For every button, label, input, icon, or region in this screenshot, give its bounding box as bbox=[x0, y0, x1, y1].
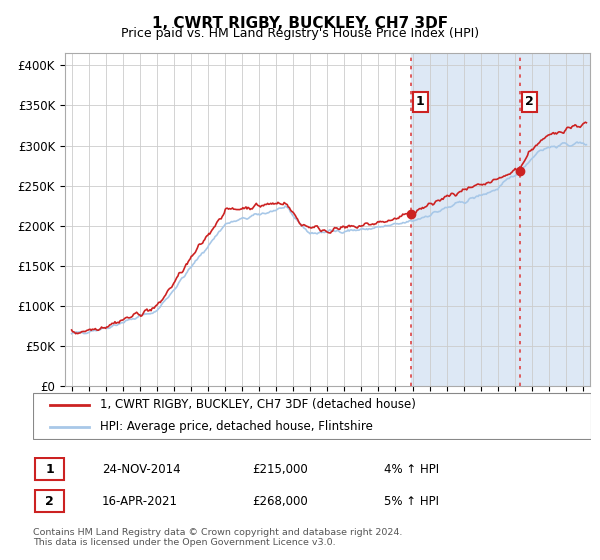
Text: 1, CWRT RIGBY, BUCKLEY, CH7 3DF (detached house): 1, CWRT RIGBY, BUCKLEY, CH7 3DF (detache… bbox=[100, 398, 416, 412]
Text: Price paid vs. HM Land Registry's House Price Index (HPI): Price paid vs. HM Land Registry's House … bbox=[121, 27, 479, 40]
Text: This data is licensed under the Open Government Licence v3.0.: This data is licensed under the Open Gov… bbox=[33, 538, 335, 547]
Text: 5% ↑ HPI: 5% ↑ HPI bbox=[384, 494, 439, 508]
Text: 1: 1 bbox=[416, 95, 425, 109]
Text: 2: 2 bbox=[525, 95, 534, 109]
Bar bbox=[411, 53, 590, 386]
Text: HPI: Average price, detached house, Flintshire: HPI: Average price, detached house, Flin… bbox=[100, 420, 373, 433]
Text: £215,000: £215,000 bbox=[252, 463, 308, 476]
Text: 16-APR-2021: 16-APR-2021 bbox=[102, 494, 178, 508]
Text: 1: 1 bbox=[45, 463, 54, 476]
FancyBboxPatch shape bbox=[35, 490, 64, 512]
Text: 4% ↑ HPI: 4% ↑ HPI bbox=[384, 463, 439, 476]
Text: 2: 2 bbox=[45, 494, 54, 508]
FancyBboxPatch shape bbox=[35, 458, 64, 480]
FancyBboxPatch shape bbox=[33, 393, 591, 438]
Text: Contains HM Land Registry data © Crown copyright and database right 2024.: Contains HM Land Registry data © Crown c… bbox=[33, 528, 403, 536]
Text: 24-NOV-2014: 24-NOV-2014 bbox=[102, 463, 181, 476]
Text: 1, CWRT RIGBY, BUCKLEY, CH7 3DF: 1, CWRT RIGBY, BUCKLEY, CH7 3DF bbox=[152, 16, 448, 31]
Text: £268,000: £268,000 bbox=[252, 494, 308, 508]
